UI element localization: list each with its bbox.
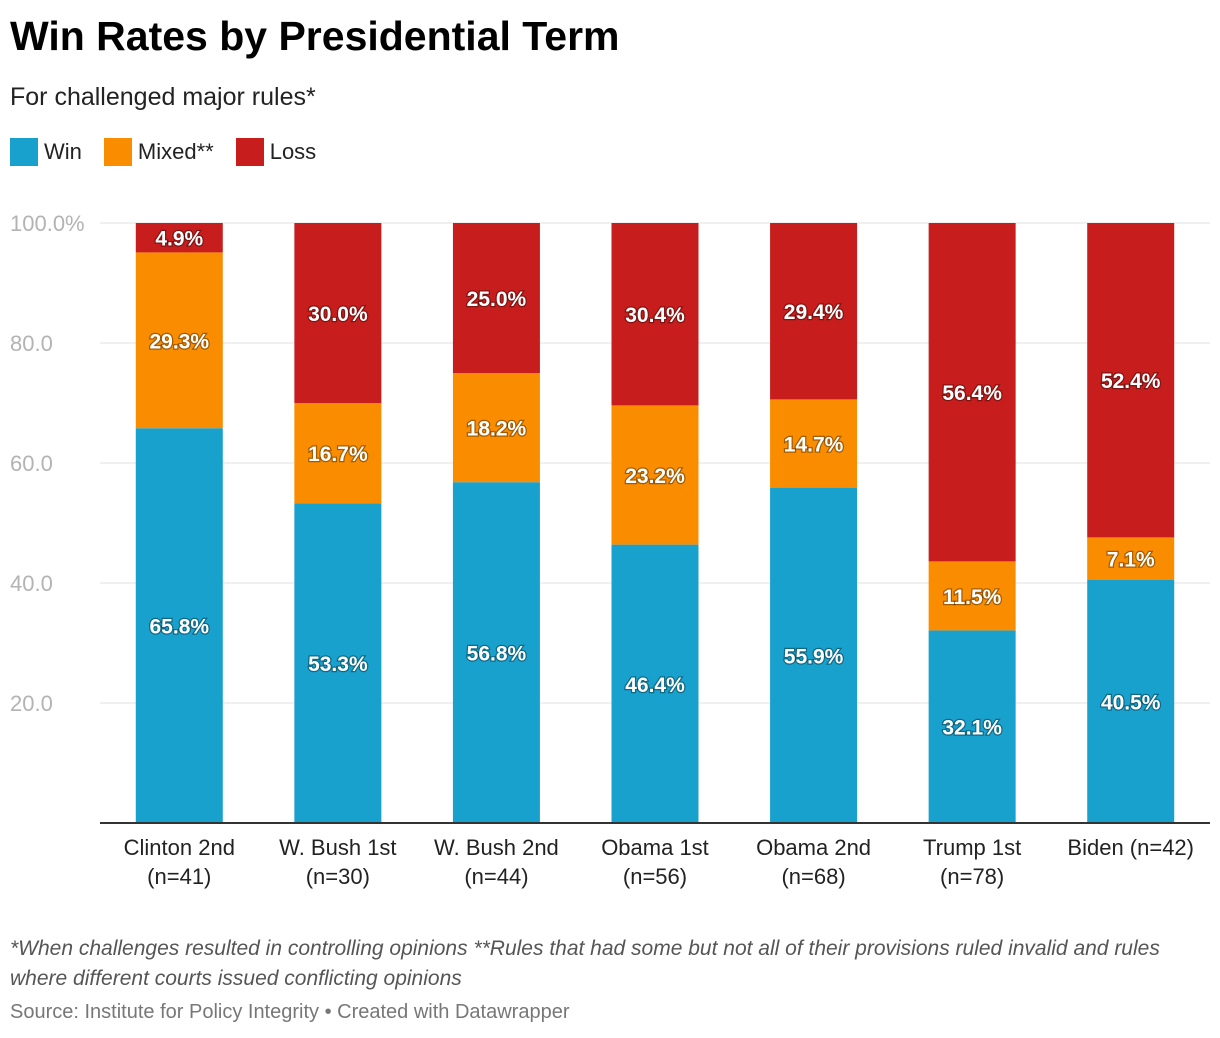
legend-item-mixed: Mixed** (103, 138, 214, 166)
bar-segment-mixed (611, 405, 699, 545)
bar-segment-loss (928, 223, 1016, 562)
legend: Win Mixed** Loss (10, 138, 338, 166)
data-label: 14.7% (784, 434, 844, 457)
footnote: *When challenges resulted in controlling… (10, 937, 1160, 990)
source-line: Source: Institute for Policy Integrity •… (10, 1001, 570, 1023)
x-tick-label: (n=68) (781, 864, 845, 889)
data-label: 4.9% (155, 228, 203, 251)
x-tick-label: W. Bush 2nd (434, 835, 559, 860)
bar-segment-win (770, 487, 858, 823)
bar-segment-win (452, 482, 540, 823)
legend-item-win: Win (10, 138, 82, 166)
bar-segment-loss (135, 223, 223, 253)
data-label: 16.7% (308, 443, 368, 466)
data-label: 30.4% (625, 304, 685, 327)
x-tick-label: Obama 2nd (756, 835, 871, 860)
data-label: 53.3% (308, 653, 368, 676)
x-tick-label: (n=41) (147, 864, 211, 889)
data-label: 29.3% (150, 330, 210, 353)
chart-subtitle: For challenged major rules* (10, 83, 316, 111)
bar-segment-mixed (135, 252, 223, 429)
data-label: 7.1% (1107, 549, 1155, 572)
y-tick-label: 100.0% (10, 211, 85, 236)
data-label: 52.4% (1101, 370, 1161, 393)
data-label: 46.4% (625, 674, 685, 697)
data-label: 23.2% (625, 465, 685, 488)
x-tick-label: (n=44) (464, 864, 528, 889)
legend-label-loss: Loss (269, 139, 317, 164)
x-tick-label: (n=30) (306, 864, 370, 889)
data-label: 55.9% (784, 645, 844, 668)
legend-label-mixed: Mixed** (137, 139, 214, 164)
bar-segment-loss (294, 223, 382, 403)
data-label: 56.4% (942, 382, 1002, 405)
y-tick-label: 80.0 (10, 331, 53, 356)
legend-swatch-win (10, 138, 38, 166)
x-tick-label: Biden (n=42) (1067, 835, 1194, 860)
bar-segment-mixed (294, 403, 382, 504)
bar-segment-loss (770, 223, 858, 400)
data-label: 65.8% (150, 616, 210, 639)
data-label: 25.0% (467, 288, 527, 311)
bar-segment-win (294, 503, 382, 823)
data-label: 29.4% (784, 301, 844, 324)
bar-segment-win (135, 428, 223, 823)
data-label: 40.5% (1101, 692, 1161, 715)
bar-segment-loss (611, 223, 699, 406)
x-tick-label: Obama 1st (601, 835, 709, 860)
bar-segment-loss (452, 223, 540, 373)
bar-segment-mixed (770, 399, 858, 488)
x-tick-label: (n=56) (623, 864, 687, 889)
x-tick-label: W. Bush 1st (279, 835, 396, 860)
bar-segment-mixed (1087, 537, 1175, 580)
x-tick-label: Trump 1st (923, 835, 1021, 860)
chart-title: Win Rates by Presidential Term (10, 13, 620, 59)
y-tick-label: 20.0 (10, 691, 53, 716)
bar-segment-mixed (452, 373, 540, 483)
bar-segment-win (1087, 580, 1175, 823)
data-label: 30.0% (308, 303, 368, 326)
bar-segment-mixed (928, 561, 1016, 631)
data-label: 18.2% (467, 418, 527, 441)
y-tick-label: 60.0 (10, 451, 53, 476)
legend-item-loss: Loss (235, 138, 317, 166)
data-label: 11.5% (943, 586, 1002, 609)
bar-segment-win (611, 544, 699, 823)
legend-swatch-loss (235, 138, 264, 166)
x-tick-label: (n=78) (940, 864, 1004, 889)
legend-label-win: Win (44, 139, 82, 164)
x-tick-label: Clinton 2nd (124, 835, 235, 860)
stacked-bar-chart: 20.0 40.0 60.0 80.0 100.0% 65.8% 29.3% 4.9% Clin… (10, 211, 1210, 889)
bar-segment-loss (1087, 223, 1175, 538)
bar-segment-win (928, 630, 1016, 823)
y-tick-label: 40.0 (10, 571, 53, 596)
data-label: 56.8% (467, 643, 527, 666)
data-label: 32.1% (942, 717, 1002, 740)
legend-swatch-mixed (103, 138, 132, 166)
